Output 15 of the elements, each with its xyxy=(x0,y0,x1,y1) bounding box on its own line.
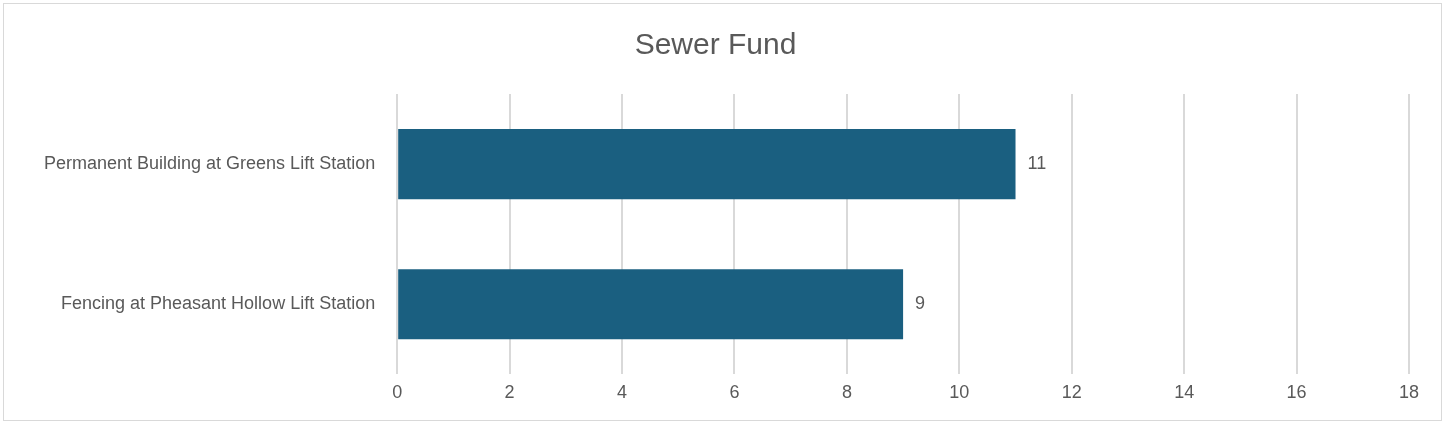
x-tick-label: 12 xyxy=(1061,382,1082,403)
x-tick-label: 18 xyxy=(1398,382,1420,403)
x-tick-label: 2 xyxy=(504,382,515,403)
y-tick-label: Permanent Building at Greens Lift Station xyxy=(43,153,376,174)
data-label: 11 xyxy=(1027,153,1047,174)
x-tick-label: 6 xyxy=(729,382,740,403)
data-label: 9 xyxy=(915,293,926,314)
chart-title: Sewer Fund xyxy=(634,27,797,61)
x-tick-label: 8 xyxy=(841,382,852,403)
x-tick-label: 16 xyxy=(1286,382,1307,403)
x-tick-label: 0 xyxy=(392,382,403,403)
y-tick-label: Fencing at Pheasant Hollow Lift Station xyxy=(61,293,376,314)
x-tick-label: 14 xyxy=(1174,382,1195,403)
x-tick-label: 10 xyxy=(949,382,970,403)
x-tick-label: 4 xyxy=(617,382,628,403)
